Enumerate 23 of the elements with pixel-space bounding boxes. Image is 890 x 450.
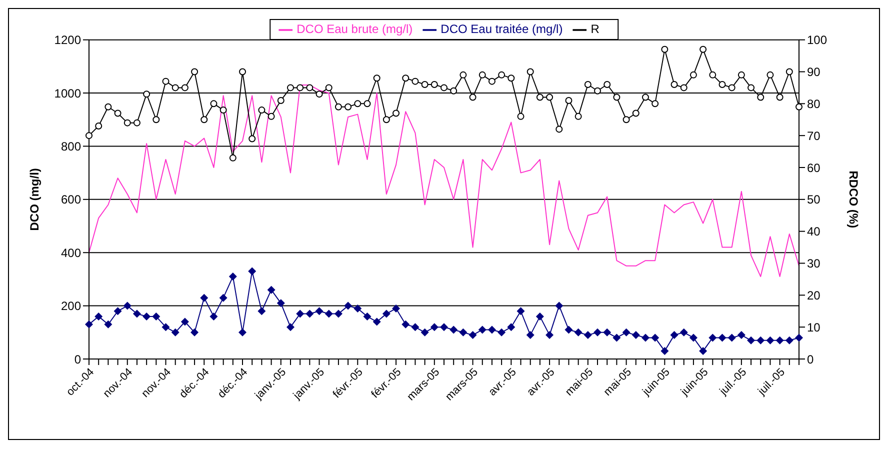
y-tick-label: 1200 xyxy=(54,33,82,48)
y2-tick-label: 20 xyxy=(807,288,821,302)
y2-tick-label: 70 xyxy=(807,128,821,143)
y2-tick-label: 90 xyxy=(807,65,821,80)
y2-tick-label: 60 xyxy=(807,160,821,175)
y2-tick-label: 80 xyxy=(807,96,821,111)
legend-label: DCO Eau traitée (mg/l) xyxy=(440,22,563,36)
y2-tick-label: 100 xyxy=(807,33,828,48)
y-tick-label: 0 xyxy=(74,352,82,366)
y2-axis-title: RDCO (%) xyxy=(846,170,861,228)
y-tick-label: 400 xyxy=(60,246,82,260)
y2-tick-label: 10 xyxy=(807,320,821,334)
y2-tick-label: 0 xyxy=(807,352,814,366)
y-axis-title: DCO (mg/l) xyxy=(27,168,42,231)
y-tick-label: 800 xyxy=(60,139,82,154)
legend-label: R xyxy=(590,22,600,36)
y2-tick-label: 30 xyxy=(807,256,821,271)
y-tick-label: 600 xyxy=(60,192,82,207)
y-tick-label: 200 xyxy=(60,299,82,314)
y2-tick-label: 40 xyxy=(807,224,821,239)
y-tick-label: 1000 xyxy=(54,86,82,100)
legend-label: DCO Eau brute (mg/l) xyxy=(296,22,413,36)
y2-tick-label: 50 xyxy=(807,192,821,207)
